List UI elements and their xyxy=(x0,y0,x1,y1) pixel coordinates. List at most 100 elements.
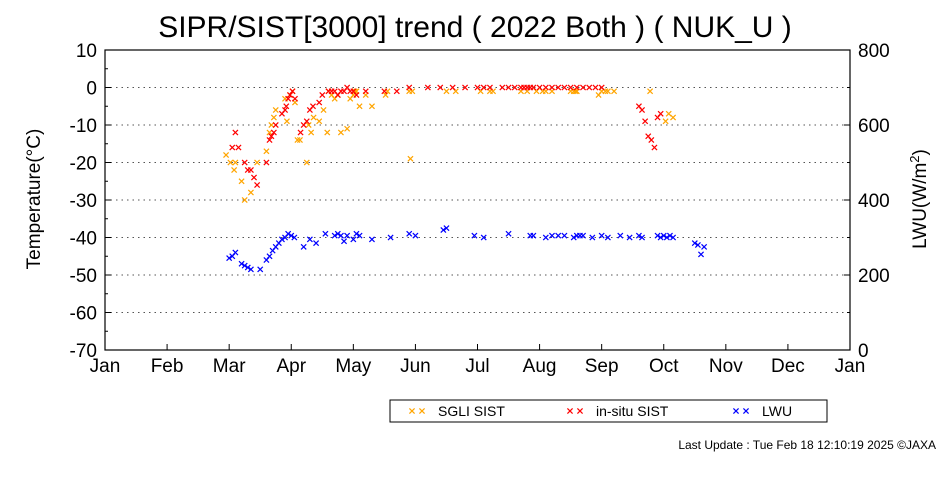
series-2 xyxy=(226,225,708,273)
y2-axis-label: LWU(W/m2) xyxy=(907,149,931,249)
data-point xyxy=(611,88,618,95)
data-point xyxy=(334,230,341,237)
data-point xyxy=(331,232,338,239)
data-point xyxy=(555,232,562,239)
data-point xyxy=(437,84,444,91)
data-point xyxy=(232,159,239,166)
data-point xyxy=(272,121,279,129)
data-point xyxy=(443,88,450,95)
data-point xyxy=(241,262,248,269)
data-point xyxy=(344,125,351,132)
data-point xyxy=(303,159,310,166)
data-point xyxy=(387,234,394,241)
data-point xyxy=(308,129,315,136)
data-point xyxy=(657,110,664,117)
data-point xyxy=(320,106,327,114)
series-1 xyxy=(229,84,664,189)
last-update: Last Update : Tue Feb 18 12:10:19 2025 ©… xyxy=(678,438,936,452)
data-point xyxy=(670,114,677,121)
data-point xyxy=(350,236,357,243)
data-point xyxy=(322,230,329,237)
data-point xyxy=(285,95,292,102)
data-point xyxy=(542,84,549,91)
data-point xyxy=(406,230,413,237)
y2-axis-label-main: LWU(W/m xyxy=(910,163,931,249)
data-point xyxy=(666,232,673,239)
y-tick-label: -60 xyxy=(70,304,97,325)
data-point xyxy=(638,234,646,241)
data-point xyxy=(266,136,273,144)
data-point xyxy=(303,118,310,125)
data-point xyxy=(480,234,487,241)
data-point xyxy=(505,84,512,91)
data-point xyxy=(406,84,413,91)
data-point xyxy=(443,225,450,232)
data-point xyxy=(227,159,234,166)
legend-label: in-situ SIST xyxy=(596,403,669,419)
legend-marker xyxy=(566,407,574,415)
data-point xyxy=(291,234,298,241)
x-tick-label: Nov xyxy=(709,356,743,377)
y2-tick-label: 0 xyxy=(858,341,869,362)
data-point xyxy=(266,129,273,136)
legend: SGLI SIST in-situ SIST LWU xyxy=(389,399,828,423)
data-point xyxy=(505,230,512,237)
data-point xyxy=(592,84,599,91)
data-point xyxy=(567,84,574,91)
data-point xyxy=(691,240,698,247)
y-tick-label: 10 xyxy=(76,41,97,62)
data-point xyxy=(270,114,277,121)
data-point xyxy=(368,236,375,243)
data-point xyxy=(285,230,292,237)
data-point xyxy=(254,159,261,166)
x-tick-label: Aug xyxy=(523,356,557,377)
legend-marker xyxy=(732,407,740,415)
data-point xyxy=(305,121,312,129)
data-point xyxy=(309,103,317,110)
data-point xyxy=(580,84,587,91)
x-tick-label: May xyxy=(335,356,371,377)
x-tick-label: Apr xyxy=(276,356,306,377)
data-point xyxy=(247,266,254,273)
data-point xyxy=(511,84,518,91)
data-point xyxy=(231,166,238,174)
data-point xyxy=(573,84,580,91)
grid xyxy=(105,87,850,313)
data-point xyxy=(598,84,605,91)
data-point xyxy=(697,251,705,258)
y2-tick-label: 800 xyxy=(858,41,890,62)
data-point xyxy=(247,189,254,196)
y-tick-label: -10 xyxy=(70,116,97,137)
data-point xyxy=(657,234,664,241)
data-point xyxy=(499,84,506,91)
data-point xyxy=(362,88,369,95)
data-point xyxy=(660,232,667,239)
data-points xyxy=(223,84,708,273)
data-point xyxy=(635,232,642,239)
data-point xyxy=(313,240,320,247)
data-point xyxy=(286,91,294,99)
y2-tick-label: 400 xyxy=(858,191,890,212)
data-point xyxy=(356,232,363,239)
series-0 xyxy=(223,88,677,204)
data-point xyxy=(356,103,363,110)
y2-axis-label-end: ) xyxy=(910,149,931,155)
legend-label: SGLI SIST xyxy=(438,403,505,419)
data-point xyxy=(340,238,348,245)
data-point xyxy=(241,196,248,204)
data-point xyxy=(424,84,431,91)
x-tick-label: Jan xyxy=(835,356,866,377)
data-point xyxy=(471,232,478,239)
legend-items: SGLI SIST in-situ SIST LWU xyxy=(408,403,792,419)
data-point xyxy=(393,88,400,95)
data-point xyxy=(296,136,303,144)
data-point xyxy=(407,155,414,162)
tick-labels: 100-10-20-30-40-50-60-708006004002000Jan… xyxy=(70,41,890,377)
data-point xyxy=(542,234,549,241)
data-point xyxy=(642,118,649,125)
legend-marker xyxy=(418,407,426,415)
x-tick-label: Mar xyxy=(213,356,246,377)
data-point xyxy=(412,232,419,239)
data-point xyxy=(368,103,375,110)
x-tick-label: Oct xyxy=(649,356,679,377)
